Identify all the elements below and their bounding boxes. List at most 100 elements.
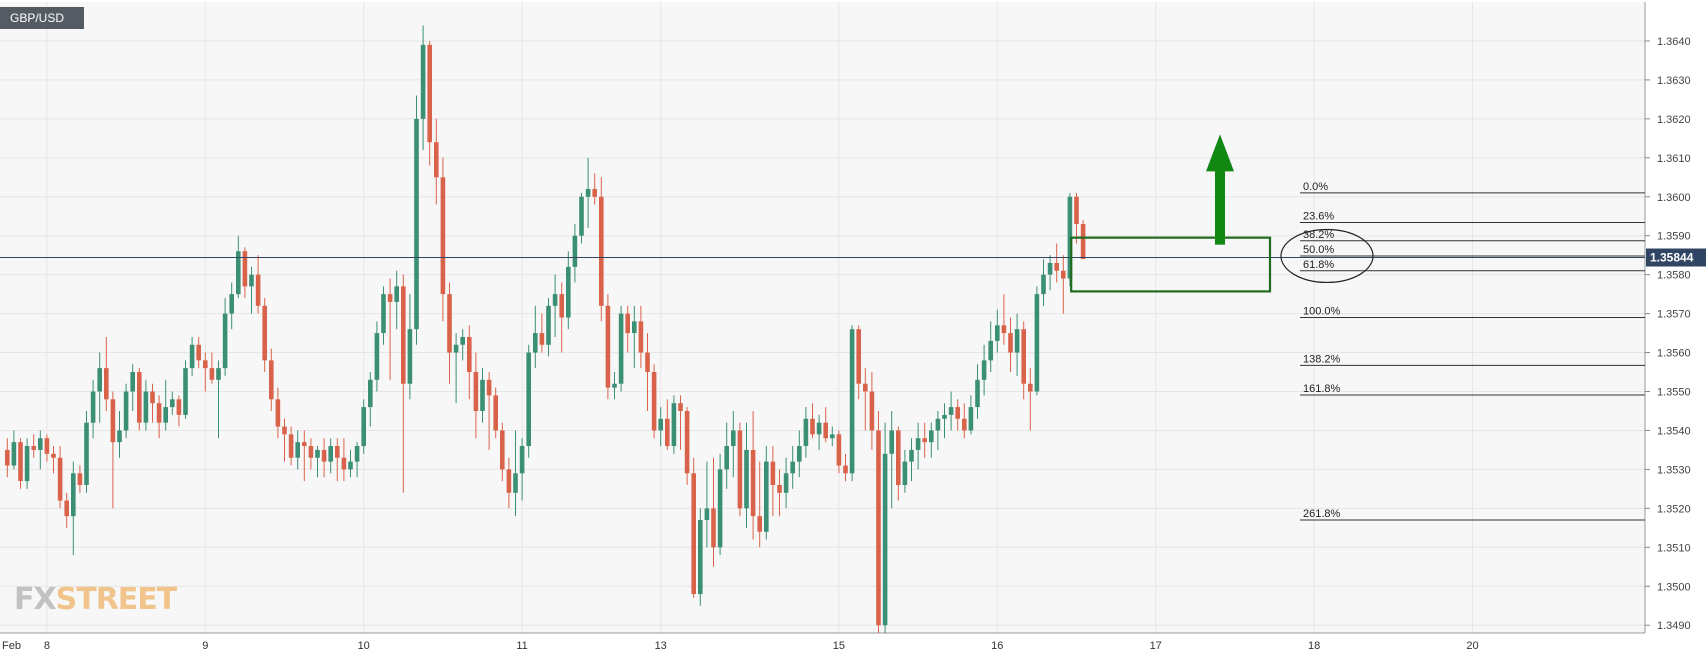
candle-body: [1041, 274, 1046, 295]
fib-level-label: 61.8%: [1303, 259, 1334, 271]
candle-body: [1067, 196, 1073, 279]
fib-level-label: 38.2%: [1303, 229, 1334, 241]
x-tick-label: 13: [655, 640, 667, 652]
candle-body: [242, 251, 248, 287]
fib-level-label: 138.2%: [1303, 353, 1341, 365]
candle-body: [981, 360, 987, 380]
candle-body: [618, 313, 624, 384]
candle-body: [123, 391, 129, 431]
candle-body: [229, 294, 234, 314]
candle-body: [823, 422, 828, 439]
candle-body: [387, 294, 393, 302]
highlight-zone-box: [1070, 236, 1272, 293]
candle-body: [170, 399, 175, 408]
candle-body: [1054, 262, 1059, 271]
candle-body: [493, 395, 498, 431]
candle-body: [1008, 333, 1013, 353]
candle-body: [625, 313, 630, 334]
candle-body: [183, 368, 188, 415]
candle-body: [460, 336, 465, 345]
y-tick-label: 1.3640: [1657, 36, 1691, 48]
current-price-tag: [1646, 248, 1706, 267]
symbol-badge[interactable]: GBP/USD: [0, 7, 84, 29]
candle-body: [506, 469, 512, 493]
y-tick-label: 1.3490: [1657, 620, 1691, 632]
candle-body: [856, 329, 861, 384]
x-tick-label: 20: [1466, 640, 1478, 652]
y-tick-label: 1.3580: [1657, 270, 1691, 282]
candle-body: [519, 446, 525, 474]
x-tick-label: 9: [202, 640, 208, 652]
candle-body: [1028, 383, 1033, 392]
candle-body: [288, 434, 294, 458]
candle-body: [612, 383, 617, 388]
candle-body: [803, 418, 809, 447]
candle-body: [222, 313, 228, 369]
candle-body: [836, 434, 842, 466]
candle-body: [797, 446, 802, 462]
candle-body: [1047, 262, 1053, 275]
candle-body: [368, 379, 373, 408]
candle-body: [645, 352, 650, 373]
fxstreet-logo: FXSTREET: [14, 582, 178, 617]
candle-body: [552, 294, 558, 306]
candle-body: [77, 473, 83, 485]
candle-body: [764, 461, 769, 532]
candle-body: [18, 442, 23, 482]
candle-body: [57, 457, 63, 501]
candle-body: [1061, 270, 1066, 279]
candle-body: [658, 418, 663, 431]
candle-body: [724, 446, 729, 470]
y-tick-label: 1.3610: [1657, 153, 1691, 165]
candle-body: [262, 305, 267, 361]
candle-body: [275, 399, 281, 427]
logo-street-text: STREET: [55, 582, 178, 617]
candle-body: [156, 403, 162, 423]
candle-body: [896, 430, 901, 485]
candle-body: [863, 383, 868, 392]
candle-body: [427, 44, 432, 143]
candle-body: [5, 449, 10, 466]
candle-body: [414, 118, 419, 330]
fib-level-label: 0.0%: [1303, 181, 1328, 193]
candle-body: [354, 446, 360, 462]
fib-highlight-ellipse: [1280, 228, 1374, 284]
candle-body: [308, 446, 314, 458]
candle-body: [434, 142, 439, 178]
x-tick-label: 16: [991, 640, 1003, 652]
candle-body: [698, 520, 703, 595]
candle-body: [1014, 329, 1020, 353]
candle-body: [572, 235, 578, 267]
candle-body: [968, 407, 974, 431]
candle-body: [104, 368, 109, 400]
x-tick-label: 11: [516, 640, 527, 652]
candle-body: [163, 407, 168, 423]
candle-body: [922, 438, 927, 443]
candle-body: [585, 188, 591, 197]
candle-body: [361, 407, 366, 447]
candle-body: [480, 379, 485, 411]
candle-body: [1080, 224, 1086, 260]
candle-body: [632, 321, 637, 334]
y-tick-label: 1.3510: [1657, 542, 1691, 554]
candle-body: [526, 352, 531, 447]
candle-body: [717, 469, 723, 548]
candle-body: [420, 44, 426, 119]
candle-body: [31, 446, 36, 450]
bullish-arrow-head: [1206, 134, 1234, 172]
bullish-arrow-shaft: [1215, 169, 1225, 245]
candle-body: [935, 418, 941, 431]
candle-body: [962, 418, 967, 431]
candle-body: [84, 422, 89, 485]
candle-body: [684, 410, 690, 474]
candle-body: [777, 484, 782, 493]
candle-body: [843, 465, 848, 474]
candle-body: [566, 266, 571, 318]
candle-body: [209, 368, 215, 380]
fib-level-label: 261.8%: [1303, 508, 1341, 520]
candle-body: [341, 457, 347, 470]
candle-body: [651, 372, 657, 431]
candle-body: [38, 438, 43, 450]
y-tick-label: 1.3560: [1657, 348, 1691, 360]
